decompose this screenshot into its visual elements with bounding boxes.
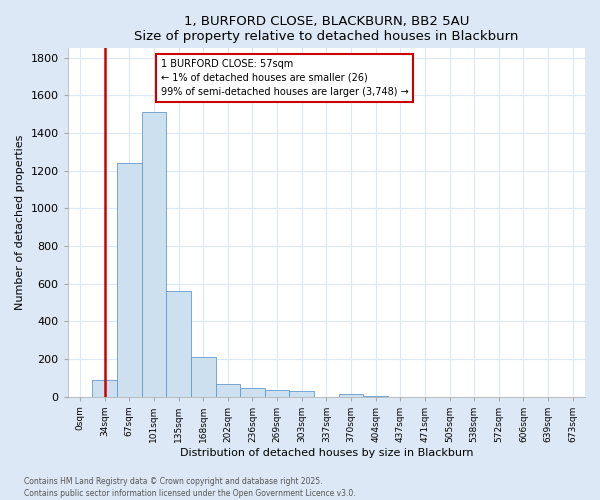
Bar xyxy=(117,163,142,396)
Text: 1 BURFORD CLOSE: 57sqm
← 1% of detached houses are smaller (26)
99% of semi-deta: 1 BURFORD CLOSE: 57sqm ← 1% of detached … xyxy=(161,59,409,97)
X-axis label: Distribution of detached houses by size in Blackburn: Distribution of detached houses by size … xyxy=(179,448,473,458)
Bar xyxy=(240,388,265,396)
Bar xyxy=(265,390,289,396)
Bar xyxy=(289,391,314,396)
Y-axis label: Number of detached properties: Number of detached properties xyxy=(15,134,25,310)
Bar xyxy=(191,357,215,397)
Bar xyxy=(338,394,364,396)
Bar xyxy=(92,380,117,396)
Title: 1, BURFORD CLOSE, BLACKBURN, BB2 5AU
Size of property relative to detached house: 1, BURFORD CLOSE, BLACKBURN, BB2 5AU Siz… xyxy=(134,15,518,43)
Bar xyxy=(142,112,166,397)
Text: Contains HM Land Registry data © Crown copyright and database right 2025.
Contai: Contains HM Land Registry data © Crown c… xyxy=(24,476,356,498)
Bar xyxy=(215,384,240,396)
Bar xyxy=(166,291,191,397)
